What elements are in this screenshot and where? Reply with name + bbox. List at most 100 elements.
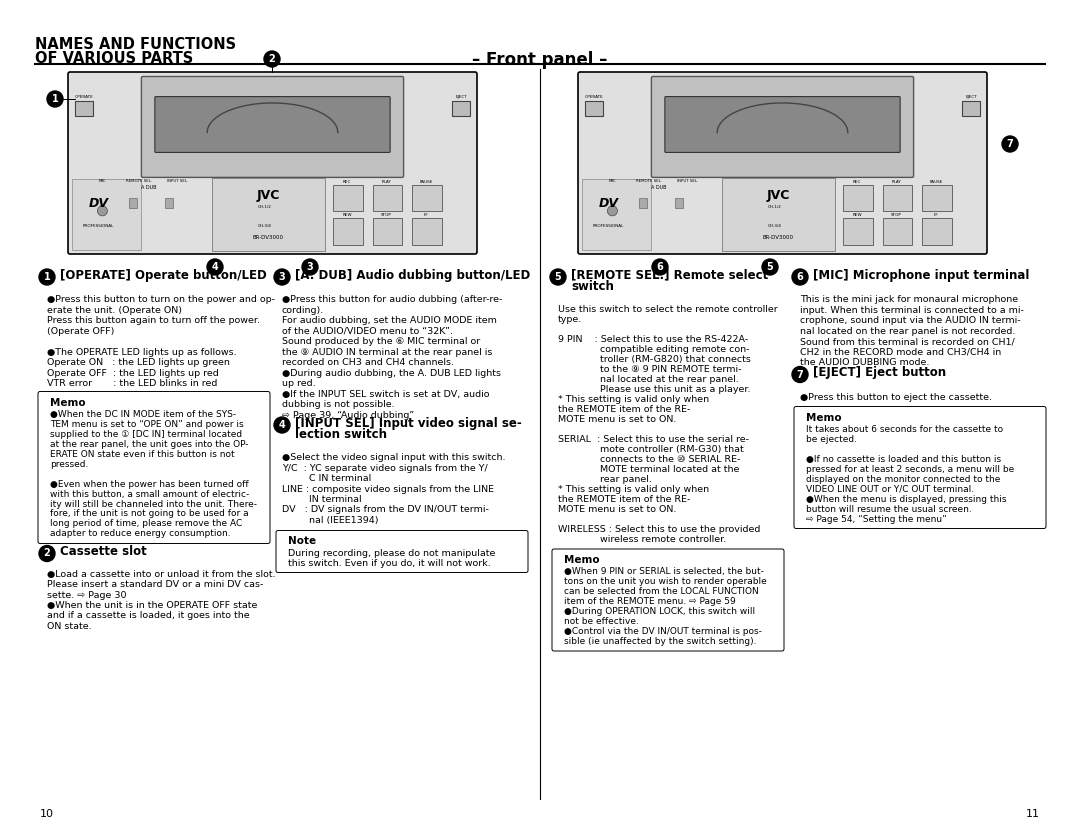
Text: lection switch: lection switch [295, 428, 387, 440]
Text: ●When 9 PIN or SERIAL is selected, the but-: ●When 9 PIN or SERIAL is selected, the b… [564, 567, 764, 576]
FancyBboxPatch shape [651, 77, 914, 178]
Text: 3: 3 [307, 262, 313, 272]
Bar [453, 101, 470, 116]
Text: [EJECT] Eject button: [EJECT] Eject button [813, 366, 946, 379]
Bar [72, 179, 140, 250]
Text: This is the mini jack for monaural microphone: This is the mini jack for monaural micro… [800, 295, 1018, 304]
Circle shape [1002, 136, 1018, 152]
Text: IN terminal: IN terminal [282, 495, 362, 504]
Text: REMOTE SEL.: REMOTE SEL. [125, 178, 152, 183]
Bar [334, 219, 363, 244]
Bar [962, 101, 980, 116]
Text: CH-3/4: CH-3/4 [768, 224, 781, 228]
FancyBboxPatch shape [552, 549, 784, 651]
Text: ●When the menu is displayed, pressing this: ●When the menu is displayed, pressing th… [806, 495, 1007, 504]
Bar [165, 198, 173, 208]
Text: ⇨ Page 54, “Setting the menu”: ⇨ Page 54, “Setting the menu” [806, 515, 947, 524]
Text: DV   : DV signals from the DV IN/OUT termi-: DV : DV signals from the DV IN/OUT termi… [282, 505, 489, 515]
Text: * This setting is valid only when: * This setting is valid only when [558, 485, 710, 494]
Text: MIC: MIC [609, 178, 617, 183]
FancyBboxPatch shape [38, 391, 270, 544]
Text: INPUT SEL.: INPUT SEL. [677, 178, 698, 183]
Text: 10: 10 [40, 809, 54, 819]
Circle shape [652, 259, 669, 275]
Text: JVC: JVC [257, 189, 280, 203]
Text: For audio dubbing, set the AUDIO MODE item: For audio dubbing, set the AUDIO MODE it… [282, 316, 497, 325]
Text: FF: FF [934, 214, 939, 218]
Text: CH-1/2: CH-1/2 [257, 205, 271, 209]
Text: button will resume the usual screen.: button will resume the usual screen. [806, 505, 972, 514]
Text: ●Even when the power has been turned off: ●Even when the power has been turned off [50, 480, 248, 489]
Text: not be effective.: not be effective. [564, 617, 639, 626]
Text: ●The OPERATE LED lights up as follows.: ●The OPERATE LED lights up as follows. [48, 348, 237, 356]
Text: cording).: cording). [282, 305, 324, 314]
Text: SERIAL  : Select this to use the serial re-: SERIAL : Select this to use the serial r… [558, 435, 750, 444]
Circle shape [264, 51, 280, 67]
Text: CH-1/2: CH-1/2 [768, 205, 781, 209]
Text: 11: 11 [1026, 809, 1040, 819]
FancyBboxPatch shape [154, 97, 390, 153]
Text: ●Load a cassette into or unload it from the slot.: ●Load a cassette into or unload it from … [48, 570, 275, 579]
Text: ERATE ON state even if this button is not: ERATE ON state even if this button is no… [50, 450, 234, 459]
Text: ●Press this button to turn on the power and op-: ●Press this button to turn on the power … [48, 295, 275, 304]
Circle shape [792, 269, 808, 285]
Text: PLAY: PLAY [381, 179, 392, 183]
Circle shape [302, 259, 318, 275]
Text: Use this switch to select the remote controller: Use this switch to select the remote con… [558, 305, 778, 314]
Text: sette. ⇨ Page 30: sette. ⇨ Page 30 [48, 590, 126, 600]
Bar [585, 101, 603, 116]
Text: Please use this unit as a player.: Please use this unit as a player. [558, 385, 751, 394]
Text: EJECT: EJECT [455, 95, 467, 98]
Text: REW: REW [852, 214, 862, 218]
Bar [922, 219, 951, 244]
Text: STOP: STOP [891, 214, 902, 218]
Circle shape [607, 206, 618, 216]
Text: adapter to reduce energy consumption.: adapter to reduce energy consumption. [50, 530, 231, 539]
Text: REC: REC [853, 179, 862, 183]
Text: [A. DUB] Audio dubbing button/LED: [A. DUB] Audio dubbing button/LED [295, 269, 530, 282]
Bar [129, 198, 137, 208]
Text: REC: REC [343, 179, 351, 183]
Text: Cassette slot: Cassette slot [60, 545, 147, 558]
Text: ity will still be channeled into the unit. There-: ity will still be channeled into the uni… [50, 500, 257, 509]
Text: switch: switch [571, 279, 613, 293]
Text: 7: 7 [1007, 139, 1013, 149]
Text: Operate OFF  : the LED lights up red: Operate OFF : the LED lights up red [48, 369, 219, 378]
Text: sible (ie unaffected by the switch setting).: sible (ie unaffected by the switch setti… [564, 637, 756, 646]
Text: wireless remote controller.: wireless remote controller. [558, 535, 726, 544]
Bar [843, 219, 873, 244]
Text: the AUDIO DUBBING mode.: the AUDIO DUBBING mode. [800, 358, 930, 367]
Text: the REMOTE item of the RE-: the REMOTE item of the RE- [558, 495, 690, 504]
FancyBboxPatch shape [276, 530, 528, 572]
Text: STOP: STOP [381, 214, 392, 218]
Text: to the ⑨ 9 PIN REMOTE termi-: to the ⑨ 9 PIN REMOTE termi- [558, 365, 742, 374]
Text: PAUSE: PAUSE [930, 179, 943, 183]
Circle shape [97, 206, 107, 216]
Text: MOTE terminal located at the: MOTE terminal located at the [558, 465, 740, 474]
Text: nal located on the rear panel is not recorded.: nal located on the rear panel is not rec… [800, 326, 1015, 335]
Text: pressed for at least 2 seconds, a menu will be: pressed for at least 2 seconds, a menu w… [806, 465, 1014, 474]
Circle shape [48, 91, 63, 107]
Text: 3: 3 [279, 272, 285, 282]
Text: 1: 1 [43, 272, 51, 282]
Bar [75, 101, 93, 116]
Text: Press this button again to turn off the power.: Press this button again to turn off the … [48, 316, 260, 325]
Bar [721, 178, 835, 251]
Circle shape [274, 269, 291, 285]
Text: [INPUT SEL] Input video signal se-: [INPUT SEL] Input video signal se- [295, 416, 522, 430]
Text: (Operate OFF): (Operate OFF) [48, 326, 114, 335]
Text: 6: 6 [657, 262, 663, 272]
Text: and if a cassette is loaded, it goes into the: and if a cassette is loaded, it goes int… [48, 611, 249, 620]
Text: LINE : composite video signals from the LINE: LINE : composite video signals from the … [282, 485, 494, 494]
Text: Sound produced by the ⑥ MIC terminal or: Sound produced by the ⑥ MIC terminal or [282, 337, 481, 346]
Text: NAMES AND FUNCTIONS: NAMES AND FUNCTIONS [35, 37, 237, 52]
Text: with this button, a small amount of electric-: with this button, a small amount of elec… [50, 490, 249, 499]
FancyBboxPatch shape [794, 406, 1047, 529]
Text: Memo: Memo [806, 413, 841, 423]
Text: During recording, please do not manipulate: During recording, please do not manipula… [288, 549, 496, 557]
Text: It takes about 6 seconds for the cassette to: It takes about 6 seconds for the cassett… [806, 425, 1003, 434]
Bar [843, 184, 873, 211]
FancyBboxPatch shape [141, 77, 404, 178]
Text: item of the REMOTE menu. ⇨ Page 59: item of the REMOTE menu. ⇨ Page 59 [564, 597, 735, 606]
Text: BR-DV3000: BR-DV3000 [762, 234, 794, 239]
